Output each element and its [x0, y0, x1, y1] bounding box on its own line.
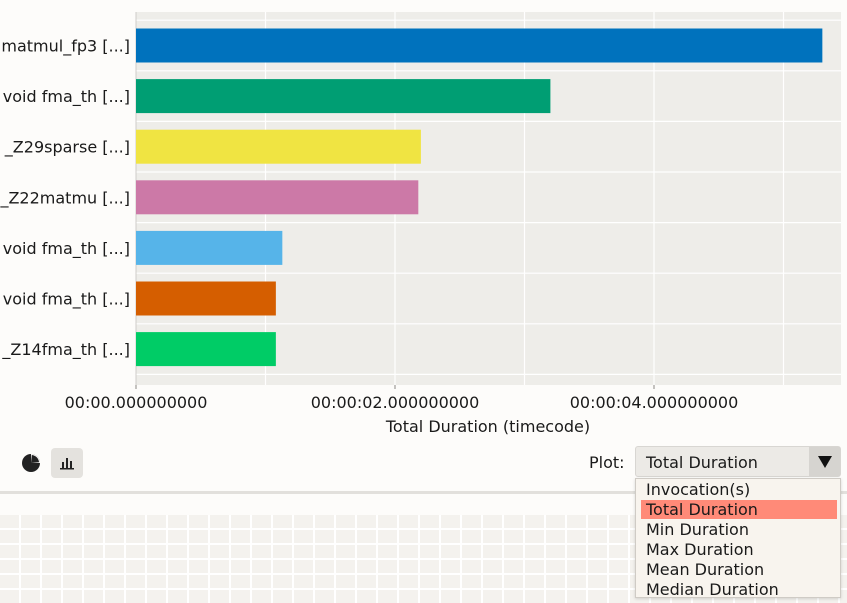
category-label: void fma_th [...]	[3, 239, 130, 259]
category-label: _Z29sparse [...]	[4, 138, 130, 158]
plot-option[interactable]: Mean Duration	[646, 560, 765, 579]
x-tick-label: 00:00.000000000	[65, 393, 208, 412]
bar	[136, 281, 276, 316]
category-label: _Z14fma_th [...]	[1, 340, 130, 360]
plot-select[interactable]: Total Duration	[635, 446, 841, 477]
plot-option[interactable]: Total Duration	[641, 500, 837, 519]
plot-label: Plot:	[589, 453, 625, 472]
plot-dropdown-menu[interactable]: Invocation(s) Total Duration Min Duration M…	[635, 478, 841, 599]
x-tick-label: 00:00:02.000000000	[311, 393, 480, 412]
bar	[136, 129, 421, 164]
bar	[136, 332, 276, 367]
plot-option[interactable]: Max Duration	[646, 540, 754, 559]
bar-chart-icon[interactable]	[51, 448, 83, 478]
bar	[136, 230, 283, 265]
bar-chart: matmul_fp3 [...] void fma_th [...] _Z29spa…	[0, 12, 841, 436]
x-tick-label: 00:00:04.000000000	[570, 393, 739, 412]
plot-option[interactable]: Median Duration	[646, 580, 779, 599]
category-label: matmul_fp3 [...]	[1, 37, 130, 57]
category-label: _Z22matmu [...]	[0, 188, 130, 208]
pie-chart-icon[interactable]	[17, 449, 45, 477]
x-axis-title: Total Duration (timecode)	[385, 417, 590, 436]
plot-select-value: Total Duration	[646, 453, 758, 472]
category-label: void fma_th [...]	[3, 87, 130, 107]
bar	[136, 79, 551, 114]
plot-option[interactable]: Invocation(s)	[646, 480, 751, 499]
bar	[136, 28, 823, 63]
divider	[0, 491, 847, 494]
plot-option[interactable]: Min Duration	[646, 520, 749, 539]
category-label: void fma_th [...]	[3, 290, 130, 310]
bar	[136, 180, 419, 215]
chevron-down-icon[interactable]	[809, 447, 840, 476]
